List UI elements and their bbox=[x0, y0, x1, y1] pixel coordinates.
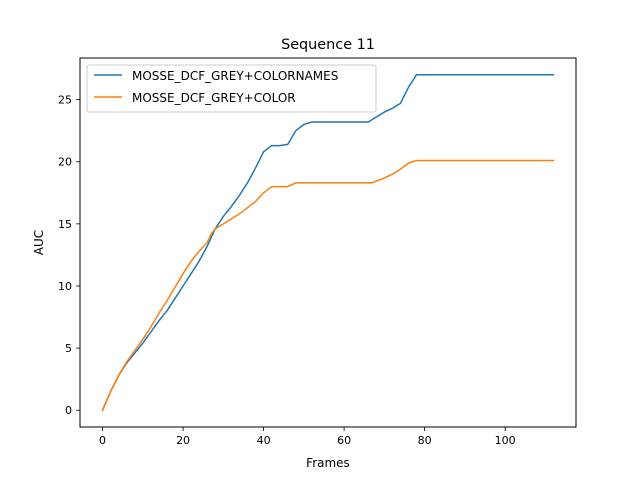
chart-title: Sequence 11 bbox=[281, 37, 375, 53]
x-tick-label: 60 bbox=[337, 434, 351, 447]
y-axis-label: AUC bbox=[32, 230, 46, 255]
y-tick-label: 15 bbox=[58, 218, 72, 231]
x-axis-label: Frames bbox=[306, 456, 350, 470]
legend-box bbox=[86, 64, 377, 113]
y-tick-label: 10 bbox=[58, 280, 72, 293]
x-axis-ticks: 0 20 40 60 80 100 bbox=[99, 427, 516, 447]
legend: MOSSE_DCF_GREY+COLORNAMES MOSSE_DCF_GREY… bbox=[86, 64, 377, 113]
legend-label-colornames: MOSSE_DCF_GREY+COLORNAMES bbox=[132, 69, 338, 83]
x-tick-label: 80 bbox=[418, 434, 432, 447]
y-tick-label: 5 bbox=[65, 342, 72, 355]
x-tick-label: 0 bbox=[99, 434, 106, 447]
series-line-colornames bbox=[101, 74, 555, 412]
y-tick-label: 0 bbox=[65, 404, 72, 417]
y-axis-ticks: 0 5 10 15 20 25 bbox=[58, 94, 80, 417]
x-tick-label: 100 bbox=[495, 434, 516, 447]
y-tick-label: 20 bbox=[58, 156, 72, 169]
plot-area-frame bbox=[79, 57, 577, 428]
legend-label-color: MOSSE_DCF_GREY+COLOR bbox=[132, 91, 296, 105]
y-tick-label: 25 bbox=[58, 94, 72, 107]
series-line-color bbox=[101, 159, 555, 412]
x-tick-label: 20 bbox=[176, 434, 190, 447]
x-tick-label: 40 bbox=[257, 434, 271, 447]
plot-lines bbox=[101, 74, 555, 412]
